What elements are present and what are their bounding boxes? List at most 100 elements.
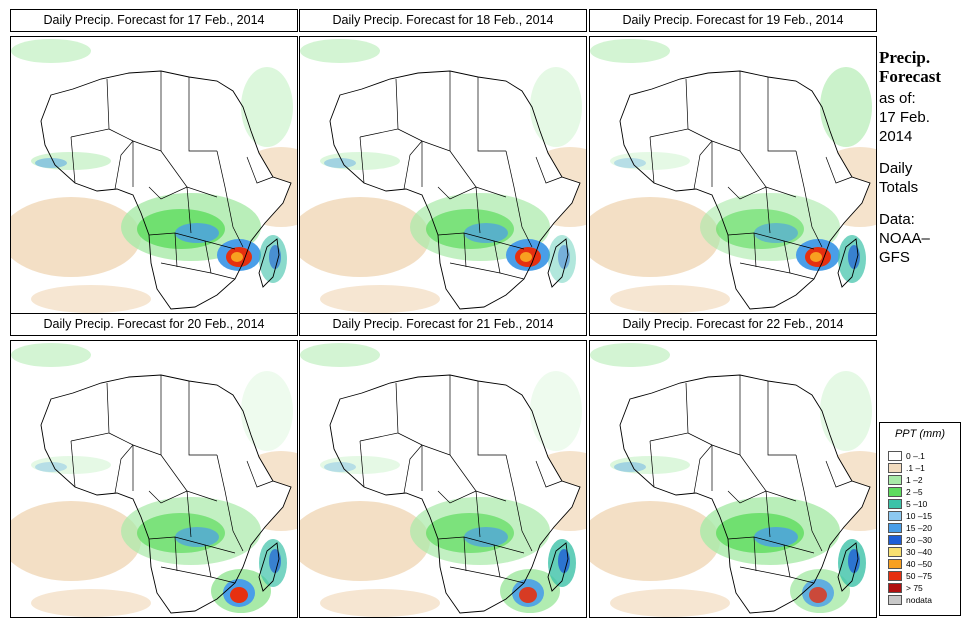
legend-label: nodata [906,595,932,605]
africa-coastline [329,374,581,614]
daily-totals-line-2: Totals [879,179,919,196]
country-border [204,544,212,578]
daily-totals-line-1: Daily [879,160,913,177]
issue-date-line-2: 2014 [879,128,913,145]
legend-item: .1 –1 [888,463,958,474]
rain-heavy-central [464,527,508,547]
rain-area-east [530,371,582,451]
dry-area-south [31,285,151,313]
country-border [114,444,134,494]
panel-title: Daily Precip. Forecast for 17 Feb., 2014 [10,9,298,32]
rain-area-north [590,39,670,63]
country-border [693,140,713,190]
rain-heavy-central [175,223,219,243]
rain-core-west-coast [35,462,67,472]
rain-peak-ocean [230,587,248,603]
dry-area-south [610,589,730,617]
legend-label: 30 –40 [906,547,932,557]
country-border [216,150,226,188]
forecast-panel-2: Daily Precip. Forecast for 18 Feb., 2014 [299,9,587,314]
dry-area-atlantic [300,197,430,277]
precip-map-canvas [11,343,297,617]
country-border [505,150,515,188]
madagascar-coastline [258,542,280,592]
country-border [739,262,815,280]
legend-item: 50 –75 [888,571,958,582]
rain-core-madagascar [269,549,281,573]
rain-core-madagascar [269,245,281,269]
dry-area-south [320,589,440,617]
precip-map [589,340,877,618]
rain-heavy-central [754,223,798,243]
country-border [148,232,236,250]
legend-label: 50 –75 [906,571,932,581]
panel-title: Daily Precip. Forecast for 21 Feb., 2014 [299,313,587,336]
country-border [753,232,757,268]
country-border [477,77,506,152]
country-border [188,381,217,456]
legend-swatch [888,583,902,593]
country-border [246,156,274,184]
country-border [803,490,823,552]
dry-area-south [31,589,151,617]
legend-item: 20 –30 [888,535,958,546]
country-border [449,150,477,188]
rain-peak-mozambique [520,252,532,262]
country-border [160,150,188,188]
rain-core-west-coast [614,462,646,472]
legend-swatch [888,487,902,497]
country-border [493,544,501,578]
madagascar-coastline [547,238,569,288]
country-border [753,536,757,572]
country-border [493,240,501,274]
country-border [475,186,481,234]
legend-swatch [888,547,902,557]
data-source-line-3: GFS [879,249,910,266]
country-border [186,186,192,234]
precip-map [10,36,298,314]
precip-map [10,340,298,618]
country-border [505,454,515,492]
country-border [160,454,188,492]
issue-date-line-1: 17 Feb. [879,109,930,126]
rain-heavy-central [754,527,798,547]
country-border [403,140,423,190]
legend-item: 2 –5 [888,487,958,498]
madagascar-coastline [837,542,859,592]
country-border [693,444,713,494]
precip-map-canvas [300,39,586,313]
legend-item: nodata [888,595,958,606]
forecast-panel-4: Daily Precip. Forecast for 20 Feb., 2014 [10,313,298,618]
rain-core-madagascar [558,549,570,573]
country-border [463,232,467,268]
africa-coastline [40,70,292,310]
country-border [449,566,525,584]
data-source-line-1: Data: [879,211,915,228]
dry-area-south [320,285,440,313]
country-border [535,460,563,488]
legend-item: 30 –40 [888,547,958,558]
country-border [148,490,218,504]
country-border [739,454,767,492]
legend-label: 2 –5 [906,487,923,497]
dry-area-atlantic [11,501,141,581]
rain-peak-mozambique [231,252,243,262]
as-of-label: as of: [879,90,916,107]
country-border [727,490,797,504]
panel-title: Daily Precip. Forecast for 20 Feb., 2014 [10,313,298,336]
precip-map [299,36,587,314]
data-source-line-2: NOAA– [879,230,930,247]
country-border [449,262,525,280]
country-border [437,536,525,554]
precip-map-canvas [300,343,586,617]
country-border [463,536,467,572]
legend-swatch [888,559,902,569]
country-border [477,381,506,456]
rain-area-north [11,39,91,63]
legend-swatch [888,499,902,509]
legend-swatch [888,475,902,485]
rain-area-north [300,39,380,63]
rain-core-madagascar [848,549,860,573]
country-border [148,536,236,554]
rain-area-north [300,343,380,367]
